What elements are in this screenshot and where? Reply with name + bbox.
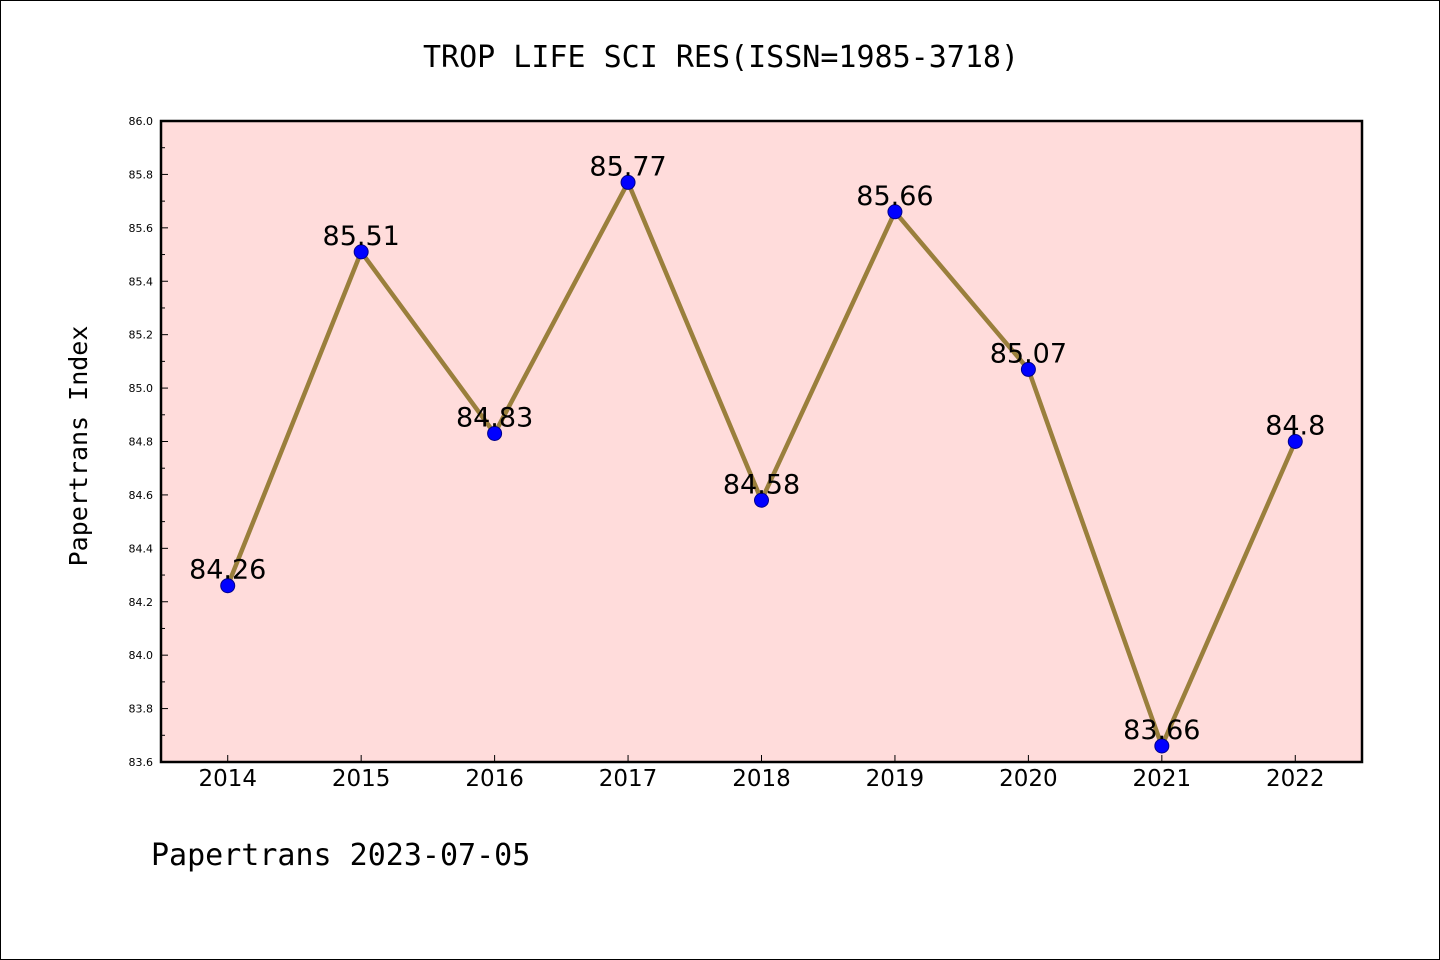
data-point xyxy=(1020,361,1036,377)
plot-border xyxy=(159,119,1364,764)
y-tick-label: 85.0 xyxy=(129,382,154,395)
y-axis-label: Papertrans Index xyxy=(64,326,93,567)
x-tick-label: 2014 xyxy=(198,766,257,792)
x-tick-label: 2019 xyxy=(866,766,925,792)
y-axis: 83.6 83.8 84.0 84.2 84.4 84.6 84.8 85.0 85.2 85.4… xyxy=(129,115,168,769)
data-label: 85.51 xyxy=(323,221,400,252)
y-tick-label: 85.6 xyxy=(129,222,154,235)
data-point xyxy=(1154,738,1170,754)
data-label: 84.26 xyxy=(189,555,266,586)
data-labels: 84.26 85.51 84.83 85.77 84.58 85.66 85.07 83.66… xyxy=(189,151,1325,746)
y-tick-label: 85.4 xyxy=(129,275,154,288)
y-tick-label: 84.6 xyxy=(129,489,154,502)
data-label: 85.07 xyxy=(990,338,1067,369)
data-point xyxy=(887,204,903,220)
data-point xyxy=(754,492,769,508)
plot-area xyxy=(161,121,1362,762)
y-tick-label: 83.6 xyxy=(129,756,154,769)
data-point xyxy=(620,174,636,190)
y-tick-label: 84.2 xyxy=(129,596,154,609)
x-tick-label: 2022 xyxy=(1266,766,1325,792)
y-tick-label: 85.2 xyxy=(129,329,154,342)
y-tick-label: 84.0 xyxy=(129,649,154,662)
x-tick-label: 2018 xyxy=(732,766,791,792)
series-line-group xyxy=(220,174,1303,754)
data-point xyxy=(220,578,236,594)
data-label: 84.83 xyxy=(456,402,533,433)
data-point xyxy=(487,425,503,441)
chart-title: TROP LIFE SCI RES(ISSN=1985-3718) xyxy=(423,40,1019,75)
y-tick-label: 84.4 xyxy=(129,542,154,555)
y-tick-label: 84.8 xyxy=(129,436,154,449)
x-tick-label: 2016 xyxy=(465,766,524,792)
x-tick-label: 2015 xyxy=(332,766,391,792)
data-point xyxy=(353,244,369,260)
x-tick-label: 2017 xyxy=(599,766,658,792)
x-tick-label: 2021 xyxy=(1133,766,1192,792)
x-axis: 2014 2015 2016 2017 2018 2019 2020 2021 2022 xyxy=(198,755,1325,792)
data-label: 85.77 xyxy=(589,151,666,182)
data-label: 85.66 xyxy=(856,181,933,212)
footer-credit: Papertrans 2023-07-05 xyxy=(151,838,530,873)
y-tick-label: 83.8 xyxy=(129,703,154,716)
y-tick-label: 86.0 xyxy=(129,115,154,128)
data-label: 84.58 xyxy=(723,469,800,500)
x-tick-label: 2020 xyxy=(999,766,1058,792)
y-tick-label: 85.8 xyxy=(129,168,154,181)
data-point xyxy=(1287,434,1303,449)
data-label: 84.8 xyxy=(1265,411,1325,442)
data-label: 83.66 xyxy=(1123,715,1200,746)
